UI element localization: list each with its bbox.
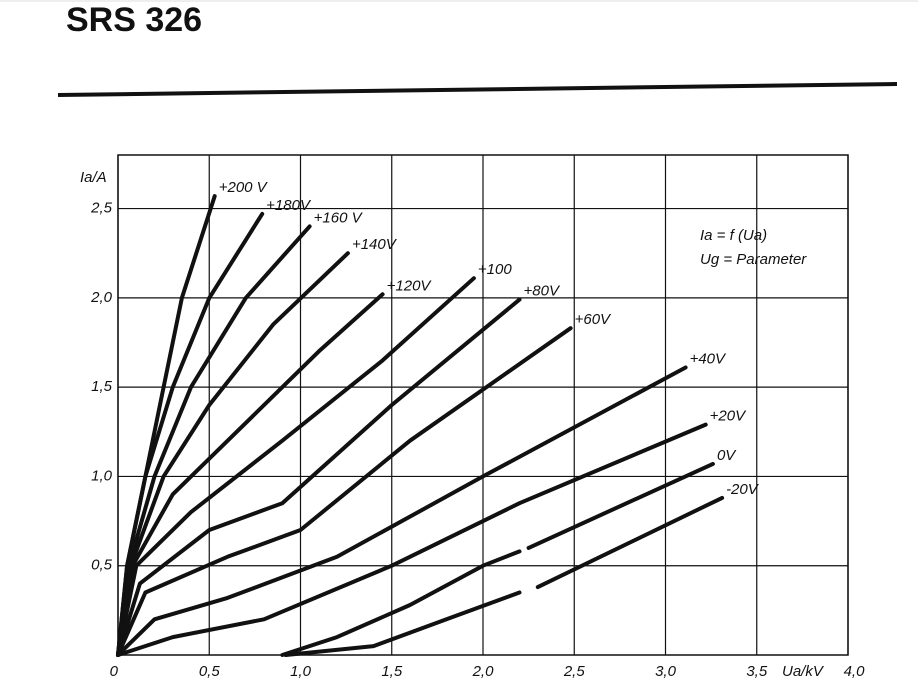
x-tick-label: 2,5 <box>563 663 586 680</box>
curve-label: +40V <box>690 350 727 367</box>
curve-label: +180V <box>266 197 312 214</box>
y-tick-label: 2,0 <box>90 289 113 306</box>
curve <box>283 495 725 657</box>
curve-label: +160 V <box>314 209 364 226</box>
curve <box>116 365 688 657</box>
curve-label: +60V <box>575 311 612 328</box>
curve-label: +100 <box>478 261 512 278</box>
header-rule <box>57 82 898 97</box>
x-tick-label: 3,5 <box>746 663 768 680</box>
curve-label: +120V <box>387 277 433 294</box>
curve-label: +20V <box>710 408 747 425</box>
curve <box>116 297 522 657</box>
curve-label: +200 V <box>219 179 269 196</box>
y-axis-label: Ia/A <box>80 169 107 186</box>
x-axis-label: Ua/kV <box>782 663 825 680</box>
annotation: Ug = Parameter <box>700 251 807 268</box>
x-tick-label: 2,0 <box>472 663 495 680</box>
x-tick-label: 4,0 <box>844 663 866 680</box>
curve <box>116 276 476 657</box>
curve-label: -20V <box>726 481 760 498</box>
chart-title: SRS 326 <box>66 1 202 39</box>
x-tick-label: 3,0 <box>655 663 677 680</box>
curve-label: +80V <box>524 283 561 300</box>
x-tick-label: 0 <box>110 663 119 680</box>
x-tick-label: 1,5 <box>381 663 403 680</box>
y-tick-label: 1,5 <box>91 378 113 395</box>
curve <box>116 292 385 657</box>
curve <box>116 422 708 657</box>
x-tick-label: 1,0 <box>290 663 312 680</box>
y-tick-label: 1,0 <box>91 467 113 484</box>
curve <box>280 461 715 657</box>
x-tick-label: 0,5 <box>199 663 221 680</box>
curve-label: 0V <box>717 447 737 464</box>
y-tick-label: 0,5 <box>91 557 113 574</box>
annotation: Ia = f (Ua) <box>700 227 767 244</box>
curve <box>116 326 573 657</box>
curve-label: +140V <box>352 236 398 253</box>
y-tick-label: 2,5 <box>90 200 113 217</box>
